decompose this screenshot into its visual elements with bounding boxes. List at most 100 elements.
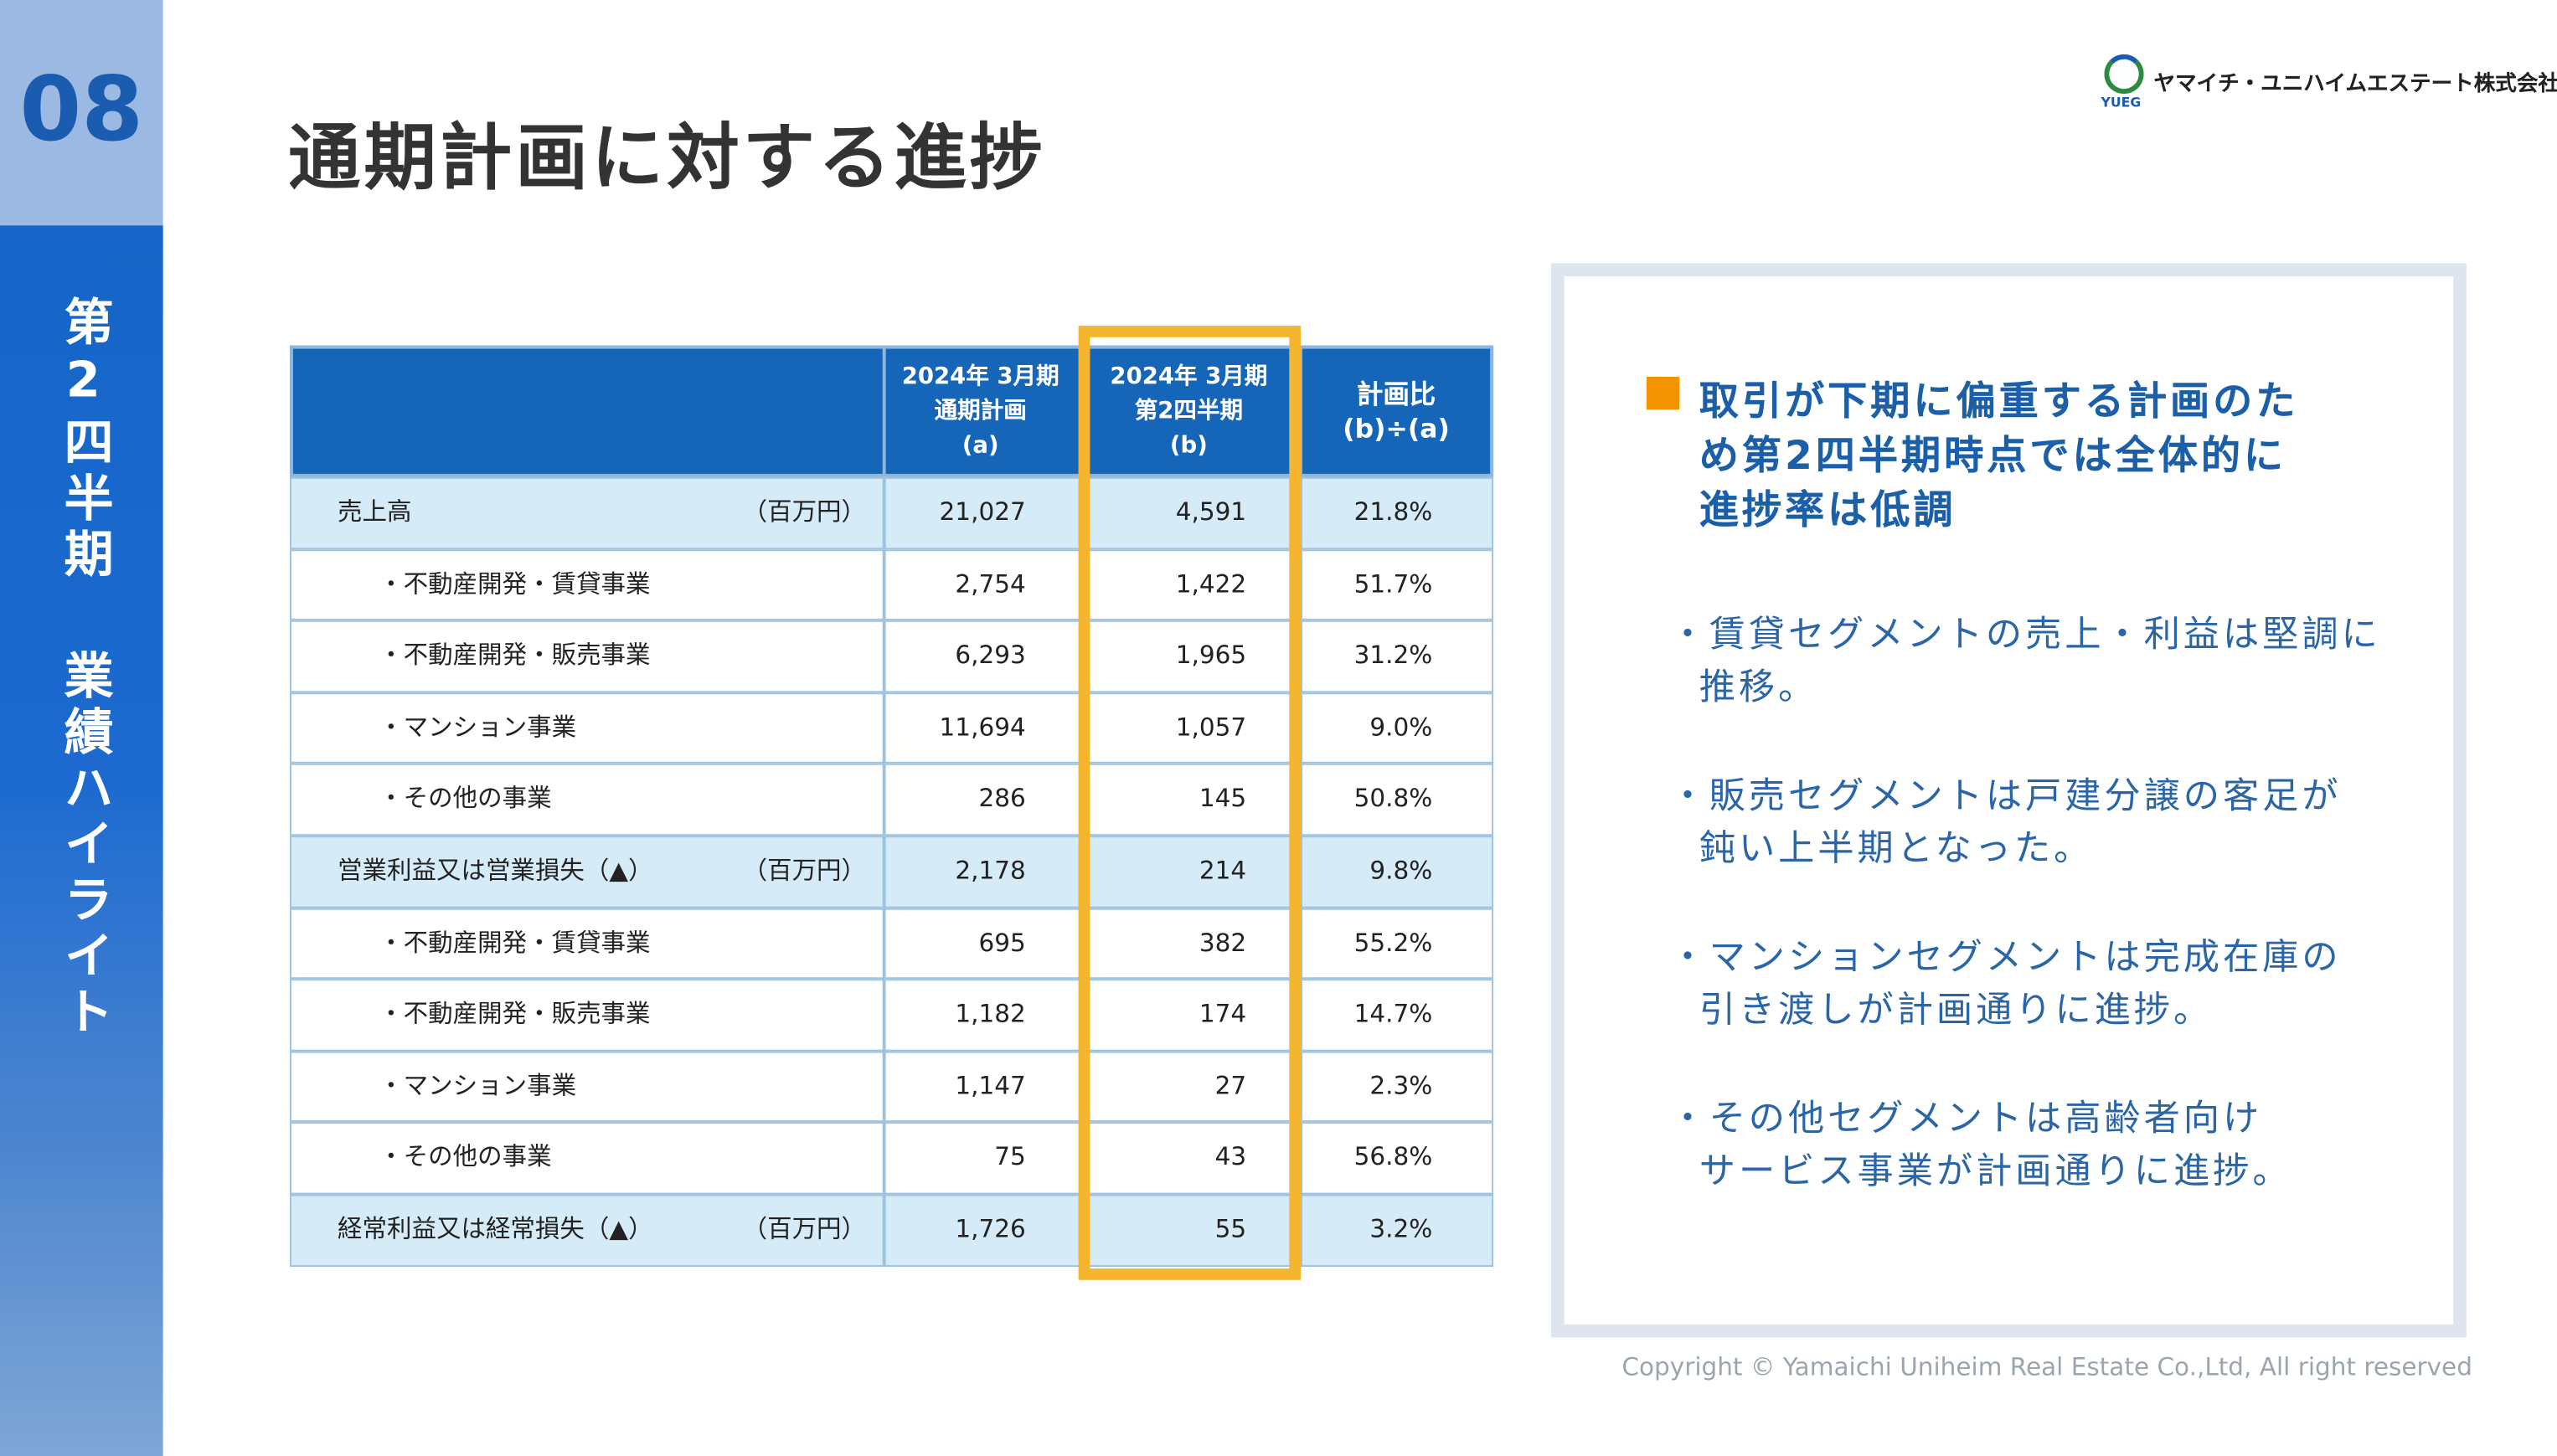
logo-mark: YUEG [2101, 95, 2142, 111]
cell-value: 145 [1199, 784, 1247, 814]
cell-value: 3.2% [1369, 1214, 1433, 1244]
column-header: 2024年 3月期 [901, 363, 1059, 389]
cell-value: 55 [1214, 1214, 1247, 1244]
row-unit: （百万円） [742, 496, 867, 527]
panel-bullet: ・賃貸セグメントの売上・利益は堅調に [1669, 615, 2381, 657]
cell-divider [1299, 1194, 1303, 1267]
cell-value: 382 [1199, 927, 1247, 957]
cell-divider [882, 692, 886, 764]
section-label: 業績ハイライト [54, 650, 112, 1042]
row-label: ・不動産開発・賃貸事業 [379, 927, 651, 957]
row-label: ・不動産開発・販売事業 [379, 999, 651, 1029]
cell-divider [1299, 764, 1303, 836]
row-label: 売上高 [338, 496, 412, 527]
cell-value: 2.3% [1369, 1070, 1433, 1101]
cell-value: 31.2% [1353, 640, 1433, 671]
row-label: ・マンション事業 [379, 712, 577, 742]
column-header: 第2四半期 [1134, 397, 1244, 424]
cell-value: 9.0% [1369, 712, 1433, 742]
highlight-frame [1078, 326, 1302, 1280]
column-header: (b)÷(a) [1343, 413, 1450, 445]
cell-value: 9.8% [1369, 855, 1433, 886]
row-unit: （百万円） [742, 1214, 867, 1244]
panel-bullet: 鈍い上半期となった。 [1699, 829, 2094, 871]
cell-divider [882, 620, 886, 692]
cell-divider [1299, 476, 1303, 549]
section-number: 08 [19, 57, 144, 162]
panel-bullet: 推移。 [1699, 667, 1818, 709]
cell-divider [1299, 620, 1303, 692]
row-label: ・その他の事業 [379, 784, 552, 814]
cell-value: 51.7% [1353, 569, 1433, 599]
cell-value: 4,591 [1175, 496, 1247, 527]
column-divider [1299, 345, 1303, 477]
panel-heading: 取引が下期に偏重する計画のた [1699, 378, 2299, 424]
cell-value: 1,422 [1175, 569, 1247, 599]
cell-value: 2,178 [955, 855, 1026, 886]
cell-value: 1,726 [955, 1214, 1026, 1244]
cell-divider [882, 548, 886, 621]
cell-divider [1299, 548, 1303, 621]
cell-value: 55.2% [1353, 927, 1433, 957]
panel-bullet: ・その他セグメントは高齢者向け [1669, 1098, 2263, 1140]
sidebar-top [0, 0, 163, 226]
row-label: 営業利益又は営業損失（▲） [338, 855, 653, 886]
panel-bullet: ・販売セグメントは戸建分譲の客足が [1669, 776, 2342, 818]
logo-icon [2104, 54, 2144, 95]
panel-heading: 進捗率は低調 [1699, 486, 1956, 533]
cell-divider [882, 836, 886, 908]
panel-bullet: 引き渡しが計画通りに進捗。 [1699, 990, 2214, 1032]
row-label: ・その他の事業 [379, 1142, 552, 1172]
cell-value: 695 [978, 927, 1026, 957]
row-label: 経常利益又は経常損失（▲） [338, 1214, 653, 1244]
cell-divider [882, 476, 886, 549]
cell-value: 43 [1214, 1142, 1247, 1172]
column-divider [882, 345, 886, 477]
cell-divider [1299, 907, 1303, 980]
cell-value: 56.8% [1353, 1142, 1433, 1172]
cell-value: 21,027 [939, 496, 1026, 527]
column-header: 通期計画 [934, 397, 1027, 424]
page-title: 通期計画に対する進捗 [288, 116, 1046, 201]
cell-divider [882, 979, 886, 1052]
cell-value: 214 [1199, 855, 1247, 886]
row-label: ・マンション事業 [379, 1070, 577, 1101]
cell-divider [1299, 1122, 1303, 1195]
cell-value: 286 [978, 784, 1026, 814]
column-header: 計画比 [1356, 378, 1436, 410]
column-header: 2024年 3月期 [1110, 363, 1268, 389]
cell-divider [1299, 979, 1303, 1052]
cell-value: 27 [1214, 1070, 1247, 1101]
cell-value: 75 [994, 1142, 1026, 1172]
cell-value: 14.7% [1353, 999, 1433, 1029]
cell-value: 1,057 [1175, 712, 1247, 742]
cell-divider [1299, 836, 1303, 908]
cell-divider [882, 1122, 886, 1195]
cell-value: 1,182 [955, 999, 1026, 1029]
column-header: (b) [1169, 431, 1208, 459]
section-label: 第2四半期 [54, 296, 112, 584]
panel-box [1550, 263, 2467, 1338]
cell-value: 21.8% [1353, 496, 1433, 527]
row-unit: （百万円） [742, 855, 867, 886]
column-header: (a) [961, 431, 999, 459]
cell-divider [882, 1194, 886, 1267]
cell-value: 1,147 [955, 1070, 1026, 1101]
cell-divider [882, 1051, 886, 1123]
cell-value: 50.8% [1353, 784, 1433, 814]
cell-value: 174 [1199, 999, 1247, 1029]
panel-bullet: サービス事業が計画通りに進捗。 [1699, 1151, 2292, 1193]
cell-divider [1299, 1051, 1303, 1123]
heading-marker [1646, 376, 1680, 410]
cell-value: 2,754 [955, 569, 1026, 599]
cell-value: 11,694 [939, 712, 1026, 742]
copyright: Copyright © Yamaichi Uniheim Real Estate… [1621, 1352, 2472, 1382]
cell-value: 1,965 [1175, 640, 1247, 671]
row-label: ・不動産開発・賃貸事業 [379, 569, 651, 599]
cell-divider [1299, 692, 1303, 764]
cell-value: 6,293 [955, 640, 1026, 671]
row-label: ・不動産開発・販売事業 [379, 640, 651, 671]
cell-divider [882, 764, 886, 836]
panel-bullet: ・マンションセグメントは完成在庫の [1669, 938, 2342, 980]
